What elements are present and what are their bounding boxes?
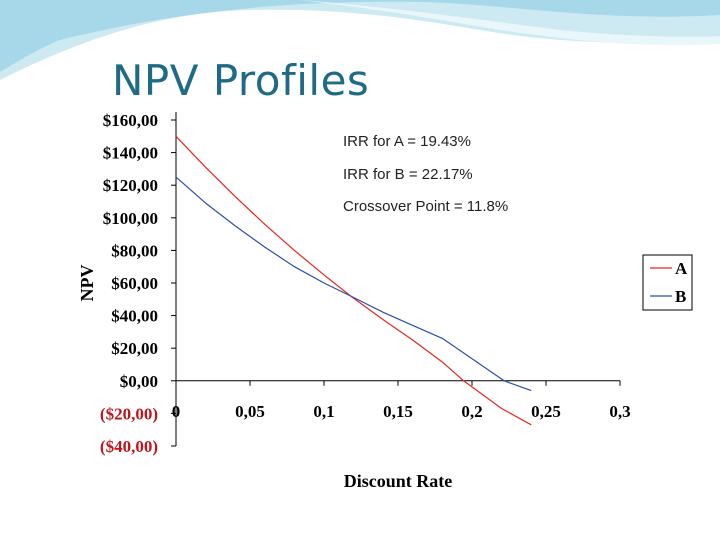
- annotation-crossover: Crossover Point = 11.8%: [343, 198, 508, 215]
- legend-label-b: B: [675, 287, 686, 306]
- chart-axes: [171, 112, 621, 447]
- x-tick-label: 0,1: [313, 402, 334, 421]
- x-tick-label: 0,25: [531, 402, 561, 421]
- y-tick-label: ($20,00): [100, 404, 158, 423]
- x-tick-label: 0,15: [383, 402, 413, 421]
- y-tick-label: $60,00: [111, 274, 158, 293]
- y-tick-label: $160,00: [103, 111, 158, 130]
- y-tick-label: $80,00: [111, 241, 158, 260]
- header-wave-front: [0, 0, 720, 72]
- header-wave-highlight: [300, 0, 720, 46]
- legend-label-a: A: [675, 259, 688, 278]
- y-tick-label: $140,00: [103, 144, 158, 163]
- slide-header-decoration: [0, 0, 720, 80]
- chart-legend: A B: [642, 254, 693, 311]
- y-tick-label: $100,00: [103, 209, 158, 228]
- y-tick-label: $0,00: [120, 372, 158, 391]
- slide-title: NPV Profiles: [112, 56, 370, 105]
- y-axis-title: NPV: [77, 265, 97, 302]
- x-axis-title: Discount Rate: [344, 471, 453, 491]
- y-tick-label: $20,00: [111, 339, 158, 358]
- x-tick-labels: 0 0,05 0,1 0,15 0,2 0,25 0,3: [172, 402, 631, 421]
- y-tick-labels: $160,00 $140,00 $120,00 $100,00 $80,00 $60,00…: [100, 111, 158, 456]
- annotation-irr-b: IRR for B = 22.17%: [343, 166, 473, 183]
- x-tick-label: 0,05: [235, 402, 265, 421]
- chart-series: [175, 135, 532, 426]
- y-tick-label: $120,00: [103, 176, 158, 195]
- legend-box: [642, 254, 693, 311]
- x-tick-label: 0: [172, 402, 181, 421]
- y-tick-label: ($40,00): [100, 437, 158, 456]
- series-line-b: [175, 176, 532, 392]
- annotation-irr-a: IRR for A = 19.43%: [343, 133, 471, 150]
- header-wave-back: [0, 0, 720, 80]
- y-tick-label: $40,00: [111, 307, 158, 326]
- x-tick-label: 0,3: [609, 402, 630, 421]
- x-tick-label: 0,2: [461, 402, 482, 421]
